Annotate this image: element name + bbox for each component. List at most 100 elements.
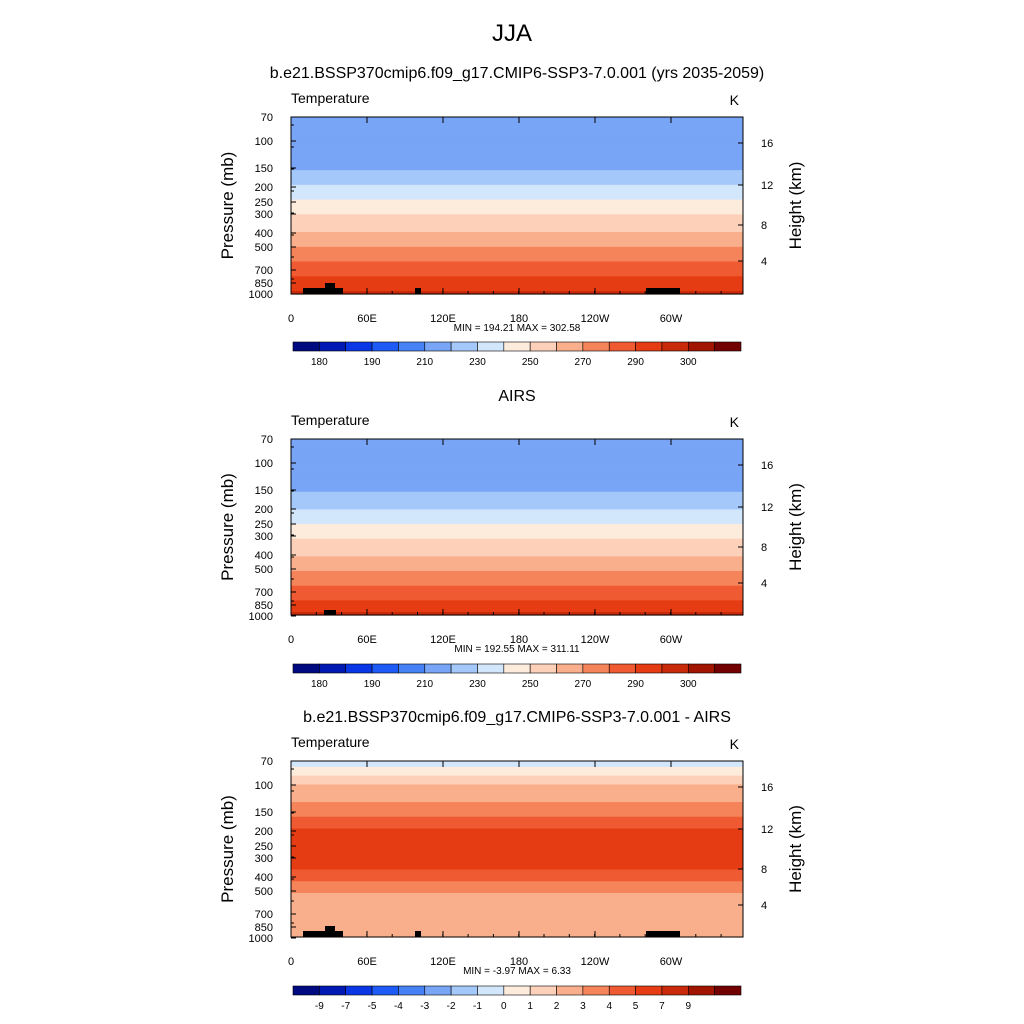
contour-band	[291, 565, 743, 569]
colorbar-label: 230	[469, 679, 486, 690]
y-tick-label: 70	[261, 756, 273, 768]
variable-label: Temperature	[291, 412, 370, 428]
contour-band	[291, 931, 743, 935]
contour-band	[291, 500, 743, 505]
terrain-mask	[646, 288, 680, 294]
colorbar-swatch	[529, 985, 557, 996]
contour-band	[291, 840, 743, 844]
colorbar-swatch	[292, 341, 320, 352]
y-tick-label: 500	[255, 242, 273, 254]
panel-1: b.e21.BSSP370cmip6.f09_g17.CMIP6-SSP3-7.…	[218, 65, 805, 368]
contour-band	[291, 857, 743, 862]
colorbar-label: 270	[575, 357, 592, 368]
contour-band	[291, 196, 743, 201]
colorbar-label: 2	[554, 1001, 560, 1012]
y-axis-title: Pressure (mb)	[218, 152, 237, 260]
colorbar-swatch	[292, 985, 320, 996]
contour-band	[291, 199, 743, 204]
colorbar-swatch	[424, 341, 452, 352]
terrain-mask	[646, 931, 680, 937]
colorbar-swatch	[661, 663, 689, 674]
contour-band	[291, 819, 743, 824]
colorbar-label: -2	[447, 1001, 456, 1012]
contour-band	[291, 474, 743, 478]
colorbar-swatch	[608, 985, 636, 996]
y-tick-label: 150	[255, 163, 273, 175]
contour-band	[291, 465, 743, 469]
colorbar-label: 300	[680, 679, 697, 690]
contour-band	[291, 556, 743, 560]
contour-band	[291, 603, 743, 607]
colorbar-swatch	[371, 663, 399, 674]
contour-band	[291, 181, 743, 186]
contour-band	[291, 895, 743, 900]
contour-band	[291, 559, 743, 563]
contour-band	[291, 229, 743, 233]
contour-band	[291, 518, 743, 522]
colorbar-label: 0	[501, 1001, 507, 1012]
contour-band	[291, 462, 743, 466]
contour-band	[291, 907, 743, 912]
contour-band	[291, 600, 743, 604]
contour-band	[291, 553, 743, 557]
contour-band	[291, 576, 743, 581]
contour-band	[291, 119, 743, 124]
y-tick-label: 100	[255, 780, 273, 792]
contour-band	[291, 524, 743, 528]
contour-band	[291, 784, 743, 788]
colorbar-label: 230	[469, 357, 486, 368]
height-tick-label: 16	[761, 138, 773, 150]
contour-band	[291, 887, 743, 891]
y-tick-label: 300	[255, 531, 273, 543]
contour-band	[291, 125, 743, 130]
colorbar-swatch	[477, 663, 505, 674]
y-axis-title-right: Height (km)	[786, 162, 805, 250]
colorbar-swatch	[582, 341, 610, 352]
page-title: JJA	[491, 20, 532, 47]
contour-band	[291, 288, 743, 292]
colorbar-swatch	[371, 985, 399, 996]
terrain-mask	[325, 926, 335, 931]
x-tick-label: 180	[510, 956, 528, 968]
panel-title: b.e21.BSSP370cmip6.f09_g17.CMIP6-SSP3-7.…	[270, 65, 765, 82]
contour-band	[291, 521, 743, 525]
contour-band	[291, 579, 743, 584]
colorbar-label: -5	[368, 1001, 377, 1012]
contour-band	[291, 453, 743, 458]
contour-band	[291, 799, 743, 803]
x-tick-label: 120E	[430, 313, 456, 325]
min-max-stats: MIN = 192.55 MAX = 311.11	[454, 644, 580, 655]
contour-band	[291, 134, 743, 139]
contour-band	[291, 491, 743, 496]
terrain-mask	[325, 283, 335, 288]
colorbar-swatch	[661, 341, 689, 352]
contour-band	[291, 898, 743, 903]
panel-title: AIRS	[498, 388, 535, 405]
contour-band	[291, 860, 743, 865]
contour-band	[291, 282, 743, 286]
contour-band	[291, 515, 743, 519]
contour-band	[291, 456, 743, 461]
panel-title: b.e21.BSSP370cmip6.f09_g17.CMIP6-SSP3-7.…	[303, 709, 731, 726]
colorbar: 180 190 210 230 250 270 290 300	[292, 663, 742, 690]
contour-band	[291, 527, 743, 531]
contour-band	[291, 834, 743, 838]
y-tick-label: 850	[255, 278, 273, 290]
colorbar-swatch	[556, 663, 584, 674]
contour-band	[291, 843, 743, 847]
contour-band	[291, 243, 743, 248]
y-tick-label: 850	[255, 600, 273, 612]
contour-band	[291, 854, 743, 859]
colorbar-label: 180	[311, 679, 328, 690]
colorbar-swatch	[503, 985, 531, 996]
colorbar-swatch	[398, 341, 426, 352]
y-tick-label: 70	[261, 434, 273, 446]
x-tick-label: 60E	[357, 634, 377, 646]
contour-band	[291, 471, 743, 475]
colorbar-label: 210	[416, 357, 433, 368]
contour-band	[291, 173, 743, 177]
contour-band	[291, 790, 743, 794]
contour-band	[291, 261, 743, 266]
colorbar-label: -3	[420, 1001, 429, 1012]
contour-band	[291, 781, 743, 786]
